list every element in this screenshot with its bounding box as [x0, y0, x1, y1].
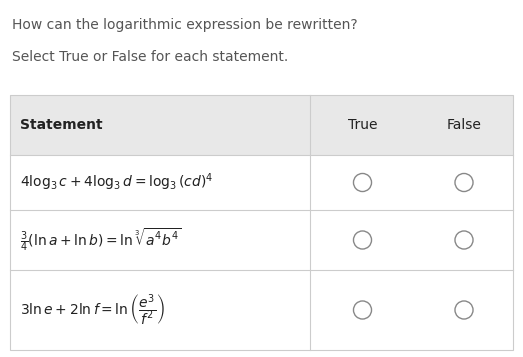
Bar — [10, 95, 513, 155]
Text: Statement: Statement — [20, 118, 103, 132]
Text: $3\ln e + 2\ln f = \ln \left(\dfrac{e^3}{f^2}\right)$: $3\ln e + 2\ln f = \ln \left(\dfrac{e^3}… — [20, 292, 165, 327]
Text: False: False — [447, 118, 482, 132]
Bar — [10, 95, 513, 350]
Text: Select True or False for each statement.: Select True or False for each statement. — [12, 50, 288, 64]
Text: $4\log_3 c + 4\log_3 d = \log_3 (cd)^4$: $4\log_3 c + 4\log_3 d = \log_3 (cd)^4$ — [20, 172, 213, 193]
Text: True: True — [348, 118, 377, 132]
Text: How can the logarithmic expression be rewritten?: How can the logarithmic expression be re… — [12, 18, 358, 32]
Text: $\frac{3}{4}(\ln a + \ln b) = \ln \sqrt[3]{a^4b^4}$: $\frac{3}{4}(\ln a + \ln b) = \ln \sqrt[… — [20, 227, 181, 253]
